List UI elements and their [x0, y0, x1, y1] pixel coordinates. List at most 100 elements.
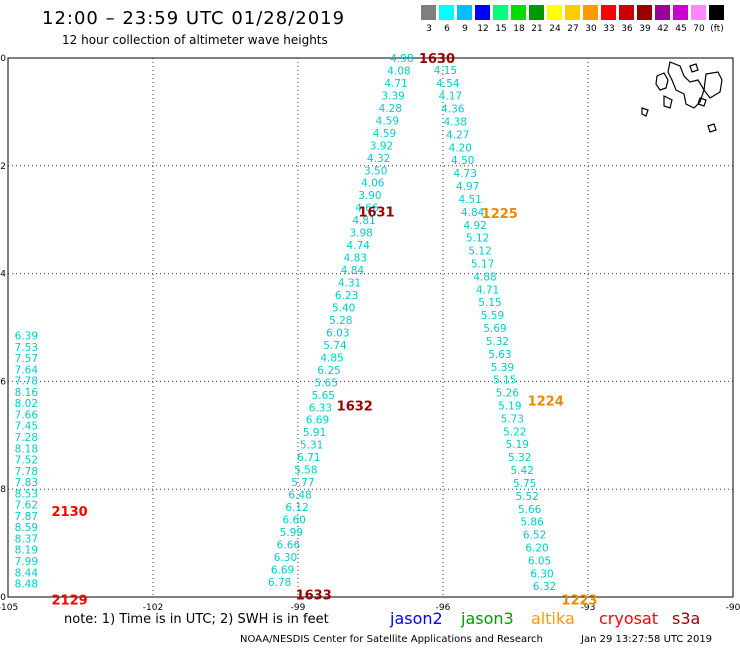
legend-label: 70 — [693, 24, 705, 34]
island-coastline — [697, 97, 707, 107]
wave-height-value: 6.69 — [271, 564, 294, 576]
island-coastline — [663, 95, 673, 109]
wave-height-value: 5.99 — [280, 527, 303, 539]
wave-height-value: 5.22 — [503, 426, 526, 438]
island-coastline — [703, 71, 723, 99]
wave-height-value: 6.30 — [274, 552, 297, 564]
wave-height-value: 7.45 — [15, 421, 38, 433]
chart-subtitle: 12 hour collection of altimeter wave hei… — [62, 33, 328, 47]
wave-height-value: 8.37 — [15, 533, 38, 545]
x-tick-label: -99 — [291, 603, 306, 613]
wave-height-value: 4.97 — [456, 181, 479, 193]
pass-time-label: 1630 — [419, 52, 455, 67]
legend-swatch — [601, 5, 616, 20]
satellite-name-altika: altika — [531, 609, 575, 628]
wave-height-value: 7.57 — [15, 353, 38, 365]
wave-height-value: 3.90 — [358, 190, 381, 202]
wave-height-value: 5.65 — [312, 390, 335, 402]
pass-time-label: 1225 — [482, 207, 518, 222]
wave-height-value: 7.87 — [15, 511, 38, 523]
wave-height-value: 6.12 — [285, 502, 308, 514]
wave-height-value: 6.33 — [309, 402, 332, 414]
wave-height-value: 6.39 — [15, 331, 38, 343]
legend-swatch — [421, 5, 436, 20]
satellite-name-jason2: jason2 — [390, 609, 443, 628]
wave-height-value: 4.59 — [373, 128, 396, 140]
legend-label: 3 — [426, 24, 432, 34]
legend-swatch — [511, 5, 526, 20]
wave-height-value: 4.31 — [338, 278, 361, 290]
legend-label: (ft) — [710, 24, 724, 34]
wave-height-value: 4.66 — [355, 203, 379, 215]
wave-height-value: 5.28 — [329, 315, 352, 327]
wave-height-value: 6.05 — [528, 555, 551, 567]
y-tick-label: -10 — [0, 593, 6, 603]
wave-height-value: 4.98 — [390, 53, 413, 65]
wave-height-value: 5.77 — [291, 477, 314, 489]
legend-swatch — [529, 5, 544, 20]
wave-height-value: 4.85 — [320, 352, 343, 364]
island-coastline — [667, 61, 705, 109]
wave-height-value: 8.53 — [15, 488, 38, 500]
wave-height-value: 8.02 — [15, 398, 38, 410]
wave-height-value: 5.12 — [468, 246, 491, 258]
pass-time-label: 1223 — [561, 594, 597, 609]
wave-height-value: 4.71 — [476, 284, 499, 296]
satellite-name-s3a: s3a — [672, 609, 701, 628]
wave-height-value: 5.69 — [483, 323, 506, 335]
wave-height-value: 4.74 — [347, 240, 371, 252]
wave-height-value: 4.83 — [344, 253, 367, 265]
legend-swatch — [475, 5, 490, 20]
wave-height-value: 3.92 — [370, 140, 393, 152]
wave-height-value: 7.53 — [15, 342, 38, 354]
wave-height-value: 6.48 — [288, 490, 311, 502]
legend-label: 15 — [495, 24, 507, 34]
y-tick-label: -4 — [0, 270, 6, 280]
y-tick-label: -6 — [0, 377, 6, 387]
wave-height-value: 4.50 — [451, 155, 474, 167]
legend-label: 12 — [477, 24, 489, 34]
wave-height-value: 8.44 — [15, 567, 39, 579]
wave-height-value: 7.28 — [15, 432, 38, 444]
wave-height-value: 6.30 — [530, 568, 553, 580]
wave-height-value: 5.52 — [515, 491, 538, 503]
wave-height-value: 5.74 — [323, 340, 347, 352]
legend-swatch — [565, 5, 580, 20]
wave-height-value: 5.75 — [513, 478, 536, 490]
y-tick-label: 0 — [0, 54, 6, 64]
island-coastline — [689, 63, 699, 73]
y-tick-label: -8 — [0, 485, 6, 495]
pass-time-label: 1632 — [337, 400, 373, 415]
wave-height-value: 4.84 — [341, 265, 365, 277]
legend-label: 21 — [531, 24, 543, 34]
wave-height-value: 5.59 — [481, 310, 504, 322]
wave-height-value: 5.91 — [303, 427, 326, 439]
wave-height-value: 6.52 — [523, 530, 546, 542]
pass-time-label: 2129 — [52, 594, 88, 609]
wave-height-value: 5.31 — [300, 440, 323, 452]
wave-height-value: 3.98 — [349, 228, 372, 240]
wave-height-value: 5.86 — [520, 517, 544, 529]
wave-height-value: 5.17 — [471, 258, 494, 270]
wave-height-value: 6.71 — [297, 452, 320, 464]
x-tick-label: -93 — [581, 603, 596, 613]
pass-time-label: 2130 — [52, 505, 88, 520]
wave-height-value: 5.15 — [478, 297, 501, 309]
wave-height-value: 5.65 — [315, 377, 338, 389]
wave-height-value: 4.27 — [446, 129, 469, 141]
wave-height-value: 5.42 — [511, 465, 534, 477]
wave-height-value: 4.71 — [384, 78, 407, 90]
wave-height-value: 6.66 — [277, 539, 301, 551]
legend-label: 27 — [567, 24, 579, 34]
legend-label: 30 — [585, 24, 597, 34]
legend-swatch — [619, 5, 634, 20]
island-coastline — [641, 107, 649, 117]
wave-height-value: 5.63 — [488, 349, 511, 361]
wave-height-value: 7.62 — [15, 500, 38, 512]
wave-height-value: 7.64 — [15, 364, 39, 376]
wave-height-value: 4.51 — [458, 194, 481, 206]
wave-height-value: 7.99 — [15, 556, 38, 568]
legend-swatch — [691, 5, 706, 20]
legend-label: 18 — [513, 24, 525, 34]
